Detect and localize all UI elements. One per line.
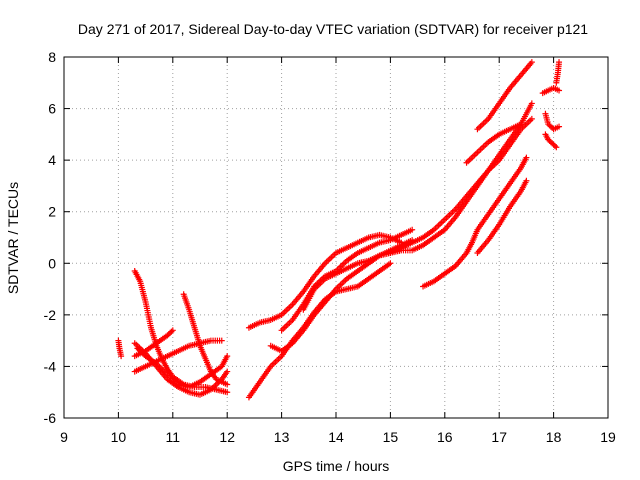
series-track-a	[115, 337, 125, 360]
x-axis-label: GPS time / hours	[283, 458, 390, 474]
y-tick-label: -2	[44, 307, 57, 323]
series-track-u	[553, 59, 563, 86]
x-tick-label: 12	[219, 429, 235, 445]
series-track-m	[387, 115, 535, 256]
y-axis-label: SDTVAR / TECUs	[5, 182, 21, 294]
tick-labels: 9 10 11 12 13 14 15 16 17 18 19 -6 -4 -2 0 2 4 6 8	[44, 49, 616, 445]
x-tick-label: 15	[383, 429, 399, 445]
data-point	[523, 154, 530, 161]
data-point	[224, 353, 231, 360]
data-point	[551, 142, 558, 149]
x-tick-label: 9	[60, 429, 68, 445]
x-tick-label: 14	[328, 429, 344, 445]
series-track-g	[180, 291, 231, 388]
y-tick-label: 8	[48, 49, 56, 65]
x-tick-label: 10	[111, 429, 127, 445]
series-track-f	[134, 345, 231, 391]
x-tick-label: 13	[274, 429, 290, 445]
axis-ticks	[63, 56, 609, 419]
data-point	[528, 115, 535, 122]
data-point	[168, 328, 175, 335]
data-point	[556, 123, 563, 130]
data-point	[556, 87, 563, 94]
data-point	[528, 59, 535, 66]
data-point	[224, 381, 231, 388]
y-tick-label: 4	[48, 152, 56, 168]
x-tick-label: 19	[600, 429, 616, 445]
y-tick-label: 2	[48, 204, 56, 220]
data-point	[169, 327, 176, 334]
chart-title: Day 271 of 2017, Sidereal Day-to-day VTE…	[78, 21, 588, 37]
data-point	[523, 177, 530, 184]
series-track-s	[542, 110, 563, 133]
series-track-r	[539, 84, 563, 97]
x-tick-label: 16	[437, 429, 453, 445]
y-tick-label: -4	[44, 358, 57, 374]
data-point	[218, 337, 225, 344]
data-point	[224, 389, 231, 396]
data-point	[528, 100, 535, 107]
y-tick-label: 6	[48, 101, 56, 117]
x-tick-label: 11	[166, 429, 181, 445]
data-point	[409, 226, 416, 233]
series-track-j	[267, 237, 416, 354]
data-point	[517, 121, 524, 128]
series-track-o	[474, 177, 530, 256]
y-tick-label: 0	[48, 255, 56, 271]
series-track-q	[474, 59, 535, 133]
data-point	[224, 368, 231, 375]
series-track-p	[463, 121, 524, 166]
series-track-n	[420, 154, 530, 290]
data-point	[553, 144, 560, 151]
data-point	[387, 260, 394, 267]
data-point	[118, 353, 125, 360]
data-point	[556, 59, 563, 66]
y-tick-label: -6	[44, 410, 57, 426]
series-track-t	[542, 131, 560, 151]
x-tick-label: 17	[491, 429, 507, 445]
x-tick-label: 18	[546, 429, 562, 445]
data-points	[115, 59, 563, 401]
